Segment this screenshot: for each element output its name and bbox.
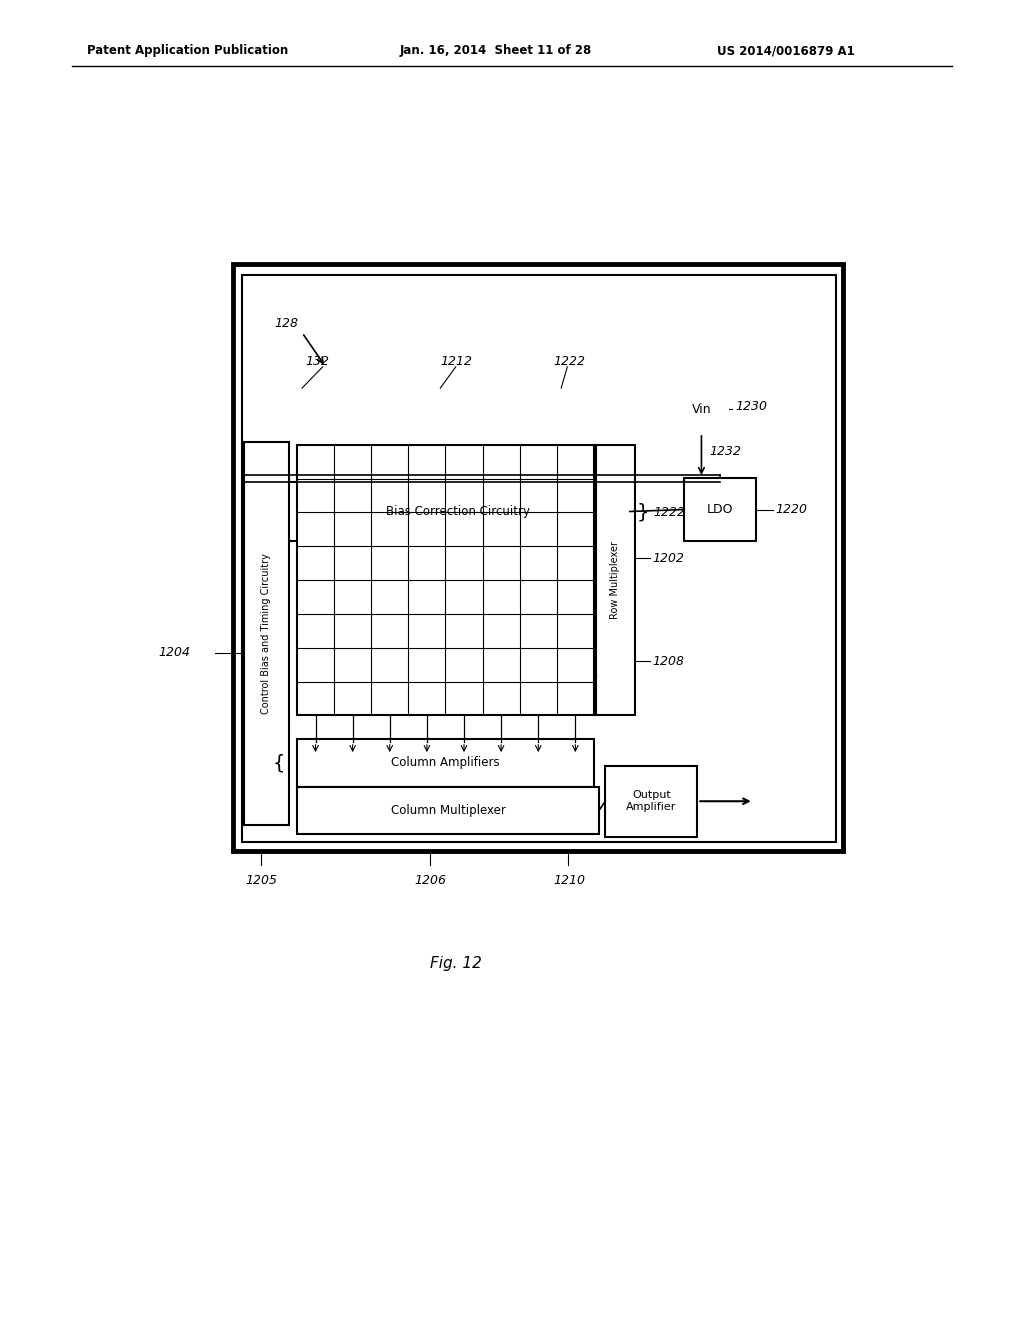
Text: Jan. 16, 2014  Sheet 11 of 28: Jan. 16, 2014 Sheet 11 of 28	[399, 45, 592, 57]
Text: 1205: 1205	[246, 874, 278, 887]
Text: 1230: 1230	[735, 400, 767, 413]
Text: 1204: 1204	[159, 647, 190, 659]
Text: 1210: 1210	[553, 874, 585, 887]
Text: Fig. 12: Fig. 12	[430, 956, 482, 972]
Bar	[233, 264, 843, 851]
Bar	[605, 766, 697, 837]
Text: 132: 132	[305, 355, 329, 368]
Text: Column Multiplexer: Column Multiplexer	[390, 804, 506, 817]
Text: Patent Application Publication: Patent Application Publication	[87, 45, 289, 57]
Text: Vin: Vin	[691, 403, 712, 416]
Text: Bias Correction Circuitry: Bias Correction Circuitry	[386, 506, 530, 517]
Text: 1222: 1222	[553, 355, 585, 368]
Text: 1202: 1202	[652, 552, 684, 565]
Text: US 2014/0016879 A1: US 2014/0016879 A1	[717, 45, 855, 57]
Bar	[242, 275, 836, 842]
Text: 1212: 1212	[440, 355, 472, 368]
Text: Output
Amplifier: Output Amplifier	[626, 791, 677, 812]
Bar	[596, 445, 635, 715]
Text: 1206: 1206	[415, 874, 446, 887]
Text: 1208: 1208	[652, 655, 684, 668]
Text: 1222: 1222	[653, 506, 685, 519]
Bar	[297, 445, 594, 715]
Bar	[297, 739, 594, 787]
Text: Row Multiplexer: Row Multiplexer	[610, 541, 621, 619]
Bar	[287, 482, 630, 541]
Bar	[675, 385, 728, 433]
Text: 1220: 1220	[775, 503, 807, 516]
Text: LDO: LDO	[707, 503, 733, 516]
Bar	[297, 787, 599, 834]
Text: Control Bias and Timing Circuitry: Control Bias and Timing Circuitry	[261, 553, 271, 714]
Text: {: {	[272, 754, 285, 772]
Text: 1232: 1232	[710, 445, 741, 458]
Bar	[684, 478, 756, 541]
Text: Column Amplifiers: Column Amplifiers	[391, 756, 500, 770]
Bar	[244, 442, 289, 825]
Text: 128: 128	[274, 317, 298, 330]
Text: }: }	[637, 503, 649, 521]
